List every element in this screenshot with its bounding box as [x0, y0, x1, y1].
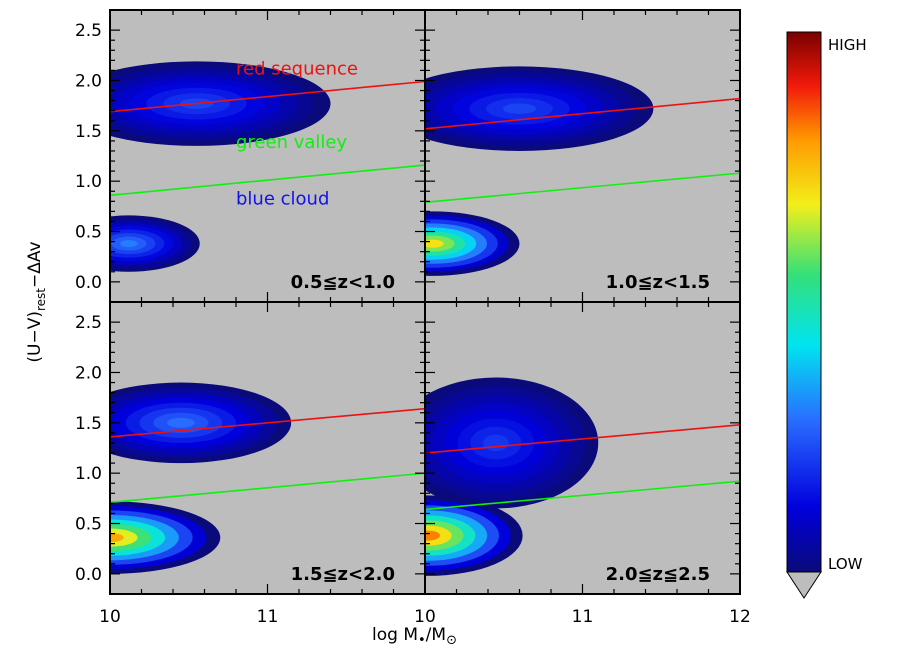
y-tick-label: 0.0: [75, 273, 102, 293]
y-tick-label: 2.0: [75, 71, 102, 91]
x-tick-label: 10: [99, 607, 121, 627]
y-tick-label: 2.5: [75, 313, 102, 333]
panels: 0.5≦z<1.0 1.0≦z<1.5 1.5≦z<2.0 2.0≦z≦2.5: [109, 9, 741, 595]
density-contours: [110, 382, 425, 574]
y-tick-label: 2.0: [75, 363, 102, 383]
colorbar-low-label: LOW: [828, 555, 863, 573]
density-level: [120, 240, 138, 248]
x-tick-label: 10: [414, 607, 436, 627]
red-sequence-line: [425, 97, 740, 130]
red-sequence-line: [110, 407, 425, 438]
panel-3: 1.5≦z<2.0: [109, 301, 426, 595]
colorbar-high-label: HIGH: [828, 36, 867, 54]
y-tick-label: 1.5: [75, 122, 102, 142]
region-annotation: red sequence: [236, 58, 358, 79]
x-tick-label: 11: [572, 607, 594, 627]
redshift-label: 1.5≦z<2.0: [291, 564, 395, 585]
y-tick-label: 0.0: [75, 565, 102, 585]
axes: red sequence green valley blue cloud 0.0 0.5…: [75, 21, 751, 627]
colorbar-low-extension: [786, 571, 822, 599]
green-valley-line: [110, 472, 425, 504]
panel-1: 0.5≦z<1.0: [109, 9, 426, 303]
density-contours: [425, 377, 740, 576]
density-contours: [425, 66, 740, 276]
y-tick-label: 1.5: [75, 414, 102, 434]
y-tick-label: 0.5: [75, 223, 102, 243]
y-tick-label: 1.0: [75, 172, 102, 192]
redshift-label: 2.0≦z≦2.5: [606, 564, 710, 585]
x-tick-label: 11: [257, 607, 279, 627]
y-axis-label: (U−V)rest−ΔAv: [25, 241, 48, 362]
green-valley-line: [110, 164, 425, 197]
x-axis-label: log M•/M⊙: [372, 625, 457, 648]
region-annotation: blue cloud: [236, 188, 329, 209]
density-level: [502, 103, 537, 114]
panel-2: 1.0≦z<1.5: [424, 9, 741, 303]
y-tick-label: 2.5: [75, 21, 102, 41]
colorbar-gradient: [786, 31, 822, 573]
density-level: [110, 533, 124, 543]
x-tick-label: 12: [729, 607, 751, 627]
red-sequence-line: [110, 80, 425, 113]
green-valley-line: [425, 480, 740, 511]
density-level: [483, 434, 509, 452]
region-annotation: green valley: [236, 132, 347, 153]
density-level: [167, 417, 195, 428]
colorbar: HIGH LOW: [786, 31, 867, 599]
red-sequence-line: [425, 424, 740, 454]
redshift-label: 1.0≦z<1.5: [606, 272, 710, 293]
panel-4: 2.0≦z≦2.5: [424, 301, 741, 595]
y-tick-label: 0.5: [75, 515, 102, 535]
density-contours: [110, 61, 425, 272]
y-tick-label: 1.0: [75, 464, 102, 484]
green-valley-line: [425, 172, 740, 204]
redshift-label: 0.5≦z<1.0: [291, 272, 395, 293]
